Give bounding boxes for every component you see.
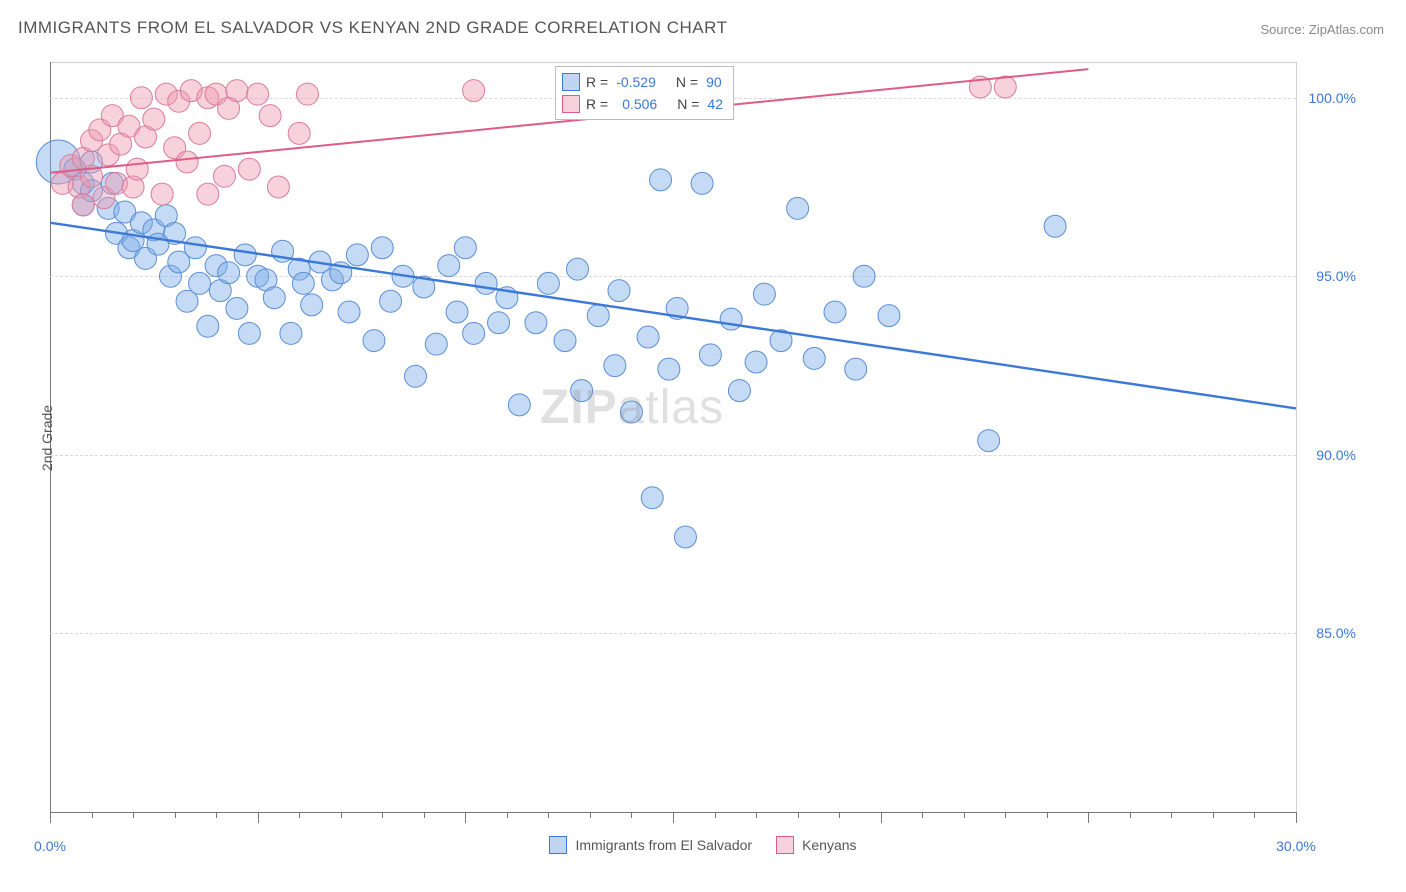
n-value: 42 <box>707 96 723 112</box>
y-tick-label: 85.0% <box>1316 625 1356 641</box>
y-tick-label: 95.0% <box>1316 268 1356 284</box>
source-label: Source: ZipAtlas.com <box>1260 22 1384 37</box>
correlation-legend: R = -0.529 N = 90 R = 0.506 N = 42 <box>555 66 734 120</box>
n-label: N = <box>676 74 698 90</box>
scatter-plot <box>50 62 1296 812</box>
legend-row-pink: R = 0.506 N = 42 <box>562 93 723 115</box>
legend-row-blue: R = -0.529 N = 90 <box>562 71 723 93</box>
legend-swatch-blue-icon <box>562 73 580 91</box>
chart-title: IMMIGRANTS FROM EL SALVADOR VS KENYAN 2N… <box>18 18 727 38</box>
legend-swatch-pink-icon <box>776 836 794 854</box>
legend-item-kenyans: Kenyans <box>776 836 856 854</box>
r-value: 0.506 <box>622 96 657 112</box>
legend-swatch-pink-icon <box>562 95 580 113</box>
legend-bottom: Immigrants from El Salvador Kenyans <box>0 836 1406 854</box>
legend-item-el-salvador: Immigrants from El Salvador <box>549 836 752 854</box>
r-label: R = <box>586 96 608 112</box>
legend-label: Kenyans <box>802 837 856 853</box>
n-label: N = <box>677 96 699 112</box>
legend-swatch-blue-icon <box>549 836 567 854</box>
r-value: -0.529 <box>616 74 656 90</box>
y-tick-label: 90.0% <box>1316 447 1356 463</box>
legend-label: Immigrants from El Salvador <box>575 837 752 853</box>
r-label: R = <box>586 74 608 90</box>
y-tick-label: 100.0% <box>1309 90 1356 106</box>
n-value: 90 <box>706 74 722 90</box>
